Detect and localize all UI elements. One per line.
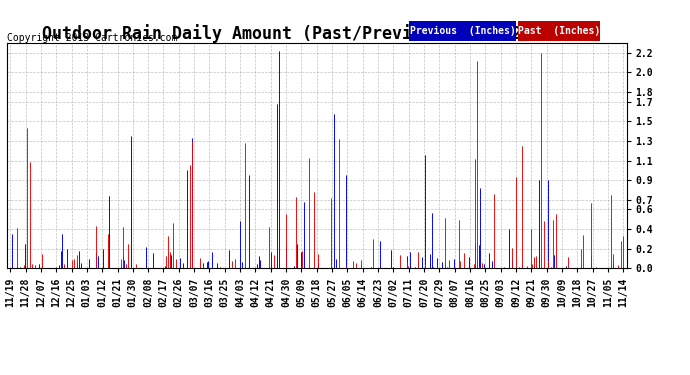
Text: Previous  (Inches): Previous (Inches) (410, 26, 515, 36)
Text: Copyright 2013 Cartronics.com: Copyright 2013 Cartronics.com (7, 33, 177, 43)
Title: Outdoor Rain Daily Amount (Past/Previous Year) 20131119: Outdoor Rain Daily Amount (Past/Previous… (41, 24, 592, 43)
Text: Past  (Inches): Past (Inches) (518, 26, 600, 36)
